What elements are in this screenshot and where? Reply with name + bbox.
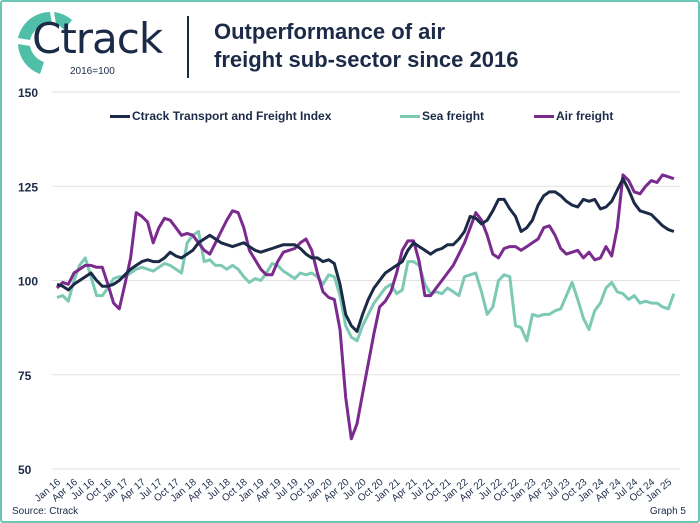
title-line-2: freight sub-sector since 2016 <box>214 47 519 72</box>
series-line-index <box>56 177 675 333</box>
logo-text: Ctrack <box>32 14 163 63</box>
legend-label-air: Air freight <box>556 109 614 123</box>
ctrack-logo-ring-icon <box>18 12 72 74</box>
legend-swatch-sea <box>400 114 420 118</box>
legend-item-air: Air freight <box>534 109 613 123</box>
y-tick-label: 150 <box>18 86 38 100</box>
legend-item-index: Ctrack Transport and Freight Index <box>110 109 331 123</box>
graph-label: Graph 5 <box>649 506 686 517</box>
legend-label-sea: Sea freight <box>422 109 485 123</box>
base-note: 2016=100 <box>70 66 115 77</box>
legend-swatch-index <box>110 114 130 118</box>
source-note: Source: Ctrack <box>12 506 79 517</box>
y-tick-label: 50 <box>18 463 32 477</box>
series-line-air <box>55 173 675 441</box>
chart-title: Outperformance of air freight sub-sector… <box>214 18 518 74</box>
legend-swatch-air <box>534 114 554 118</box>
y-tick-label: 100 <box>18 275 38 289</box>
title-line-1: Outperformance of air <box>214 19 446 44</box>
legend-label-index: Ctrack Transport and Freight Index <box>132 109 332 123</box>
series-line-sea <box>56 230 676 343</box>
y-tick-label: 75 <box>18 369 32 383</box>
y-tick-label: 125 <box>18 180 38 194</box>
header-divider <box>187 16 189 78</box>
legend-item-sea: Sea freight <box>400 109 484 123</box>
